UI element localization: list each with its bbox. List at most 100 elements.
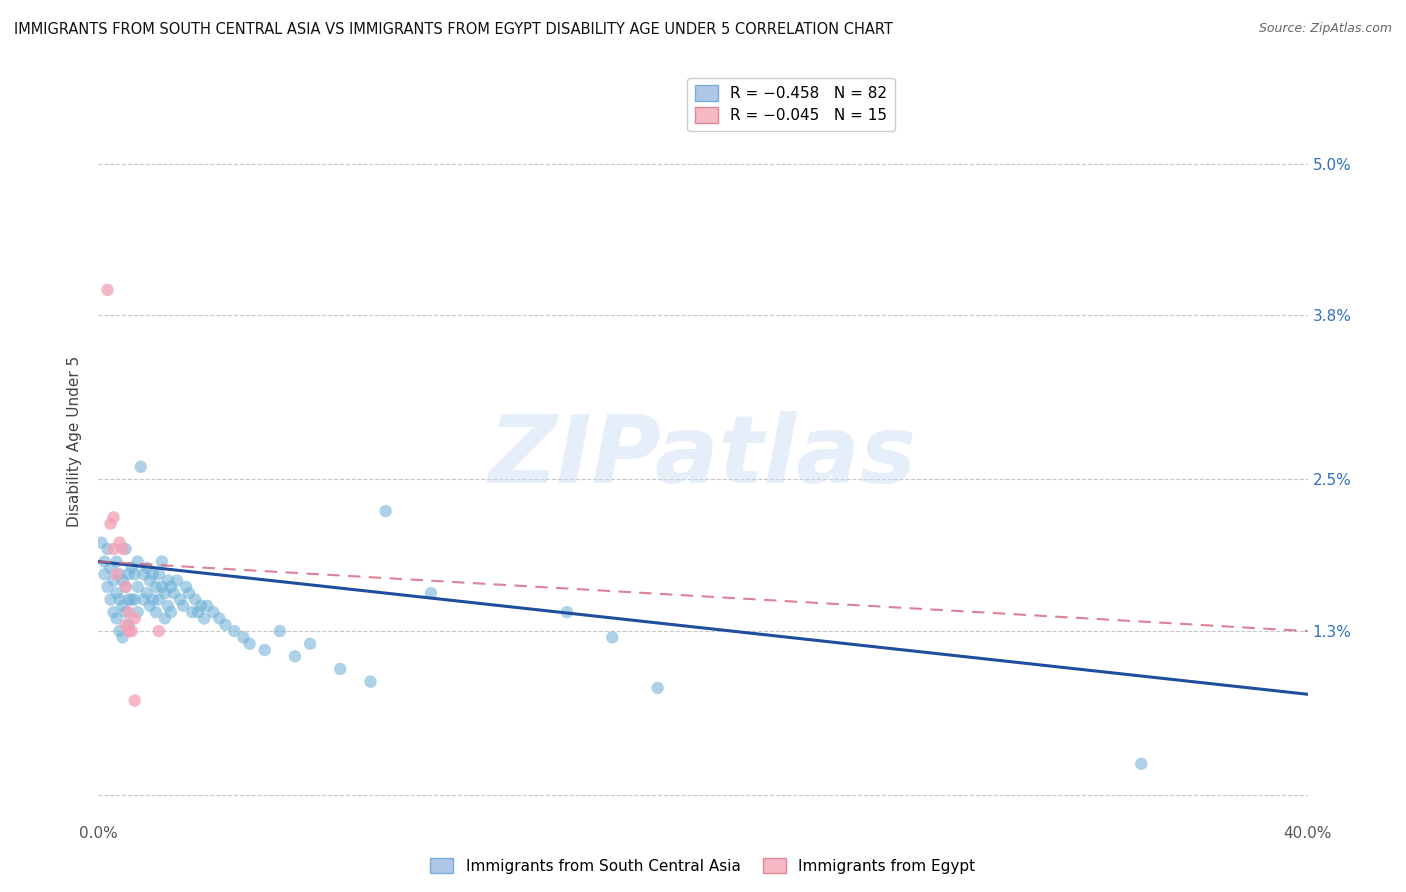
Point <box>108 535 131 549</box>
Point <box>111 631 134 645</box>
Legend: Immigrants from South Central Asia, Immigrants from Egypt: Immigrants from South Central Asia, Immi… <box>425 852 981 880</box>
Point <box>145 605 167 619</box>
Point <box>224 624 246 639</box>
Point <box>118 592 141 607</box>
Text: ZIPatlas: ZIPatlas <box>489 410 917 503</box>
Point <box>181 605 204 619</box>
Point <box>118 605 141 619</box>
Point <box>132 592 155 607</box>
Point <box>129 459 152 474</box>
Point <box>105 611 128 625</box>
Point <box>114 617 136 632</box>
Point <box>190 599 212 613</box>
Point <box>111 574 134 588</box>
Point <box>105 586 128 600</box>
Point <box>105 555 128 569</box>
Point <box>96 283 118 297</box>
Point <box>269 624 291 639</box>
Point <box>299 637 322 651</box>
Point <box>124 693 146 707</box>
Point <box>420 586 443 600</box>
Point <box>150 580 173 594</box>
Point <box>127 605 149 619</box>
Point <box>118 624 141 639</box>
Point <box>100 516 122 531</box>
Point <box>121 624 143 639</box>
Point <box>239 637 262 651</box>
Point <box>555 605 578 619</box>
Point <box>172 599 194 613</box>
Point <box>153 611 176 625</box>
Point <box>214 617 236 632</box>
Point <box>253 643 276 657</box>
Point <box>114 541 136 556</box>
Point <box>135 561 157 575</box>
Point <box>111 541 134 556</box>
Point <box>174 580 197 594</box>
Point <box>184 592 207 607</box>
Point <box>103 605 125 619</box>
Point <box>118 567 141 582</box>
Point <box>179 586 201 600</box>
Point <box>1130 756 1153 771</box>
Point <box>139 599 162 613</box>
Point <box>114 580 136 594</box>
Point <box>232 631 254 645</box>
Point <box>127 580 149 594</box>
Point <box>193 611 215 625</box>
Point <box>103 510 125 524</box>
Point <box>156 574 179 588</box>
Point <box>374 504 396 518</box>
Point <box>90 535 112 549</box>
Point <box>208 611 231 625</box>
Point <box>602 631 624 645</box>
Point <box>114 580 136 594</box>
Point <box>121 561 143 575</box>
Point <box>148 624 170 639</box>
Point <box>105 567 128 582</box>
Point <box>163 586 186 600</box>
Point <box>100 561 122 575</box>
Point <box>160 605 183 619</box>
Point <box>118 617 141 632</box>
Point <box>142 567 165 582</box>
Point <box>124 611 146 625</box>
Point <box>135 586 157 600</box>
Point <box>121 592 143 607</box>
Point <box>647 681 669 695</box>
Point <box>127 555 149 569</box>
Point <box>195 599 218 613</box>
Text: IMMIGRANTS FROM SOUTH CENTRAL ASIA VS IMMIGRANTS FROM EGYPT DISABILITY AGE UNDER: IMMIGRANTS FROM SOUTH CENTRAL ASIA VS IM… <box>14 22 893 37</box>
Point <box>93 555 115 569</box>
Point <box>142 592 165 607</box>
Y-axis label: Disability Age Under 5: Disability Age Under 5 <box>67 356 83 527</box>
Point <box>169 592 191 607</box>
Point <box>96 580 118 594</box>
Point <box>360 674 382 689</box>
Point <box>148 567 170 582</box>
Point <box>156 599 179 613</box>
Point <box>108 567 131 582</box>
Point <box>132 567 155 582</box>
Text: Source: ZipAtlas.com: Source: ZipAtlas.com <box>1258 22 1392 36</box>
Point <box>100 592 122 607</box>
Point <box>108 624 131 639</box>
Point <box>166 574 188 588</box>
Point <box>148 592 170 607</box>
Point <box>124 567 146 582</box>
Point <box>96 541 118 556</box>
Point <box>329 662 352 676</box>
Point <box>124 592 146 607</box>
Point <box>187 605 209 619</box>
Point <box>114 605 136 619</box>
Point <box>153 586 176 600</box>
Point <box>202 605 225 619</box>
Point <box>108 592 131 607</box>
Point <box>139 574 162 588</box>
Point <box>103 574 125 588</box>
Point <box>160 580 183 594</box>
Point <box>150 555 173 569</box>
Point <box>284 649 307 664</box>
Point <box>145 580 167 594</box>
Point <box>111 599 134 613</box>
